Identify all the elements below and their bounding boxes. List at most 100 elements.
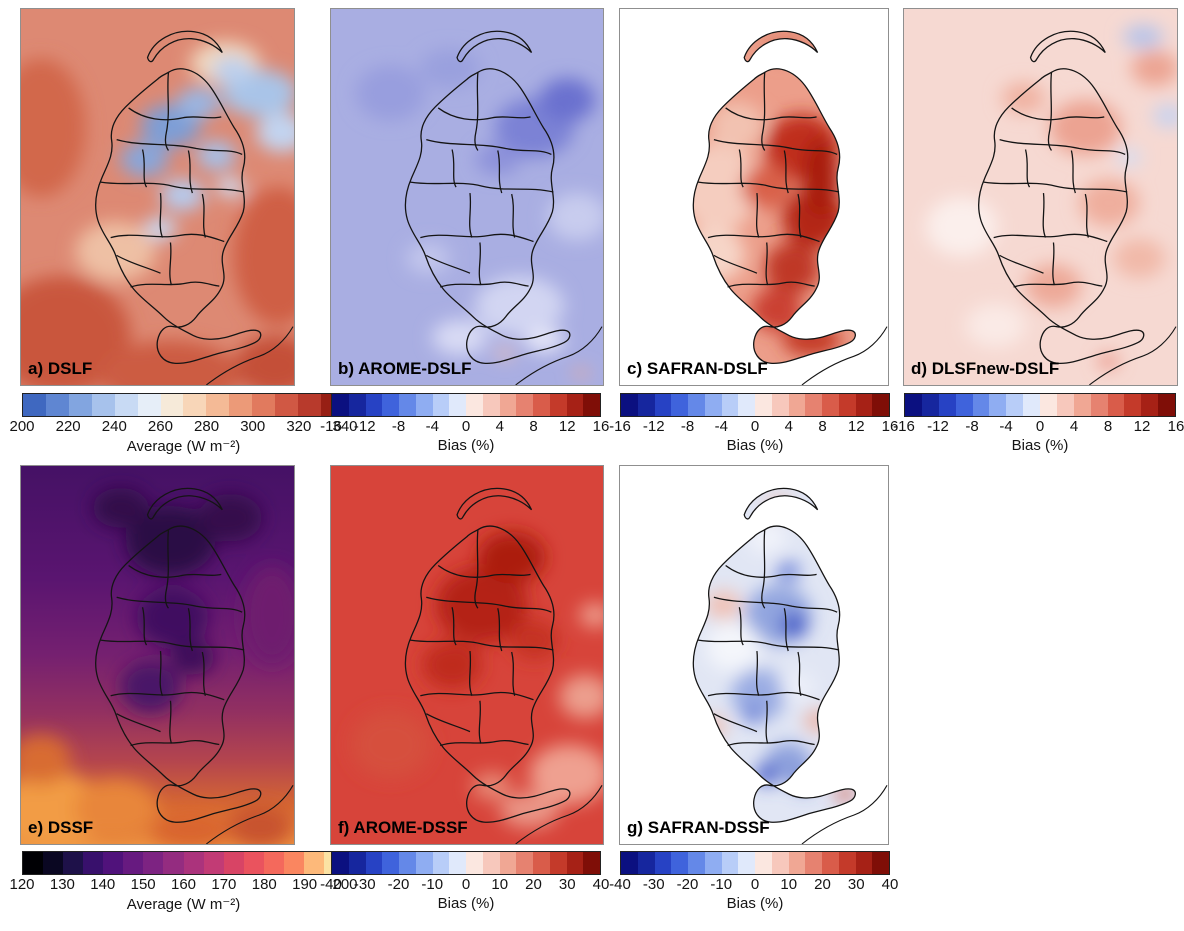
map-graphic-c	[620, 9, 888, 385]
map-panel-g: g) SAFRAN-DSSF	[619, 465, 889, 845]
panel-label-c: c) SAFRAN-DSLF	[627, 359, 768, 378]
tick-label: -12	[927, 418, 949, 435]
tick-label: 0	[461, 418, 471, 435]
colorbar-b	[331, 393, 601, 417]
tick-label: 140	[90, 876, 116, 893]
tick-label: 40	[881, 876, 899, 893]
map-panel-a: a) DSLF	[20, 8, 295, 386]
map-graphic-f	[331, 466, 603, 844]
tick-label: 10	[491, 876, 509, 893]
panel-label-b: b) AROME-DSLF	[338, 359, 472, 378]
map-panel-d: d) DLSFnew-DSLF	[903, 8, 1178, 386]
tick-label: 8	[529, 418, 538, 435]
tick-label: -8	[965, 418, 979, 435]
colorbar-axis-label-e: Average (W m⁻²)	[126, 896, 241, 913]
tick-label: -40	[609, 876, 631, 893]
colorbar-axis-label-a: Average (W m⁻²)	[126, 438, 241, 455]
tick-label: 0	[750, 876, 760, 893]
tick-label: 120	[9, 876, 35, 893]
tick-label: -16	[609, 418, 631, 435]
tick-label: 16	[881, 418, 899, 435]
tick-label: 280	[194, 418, 220, 435]
map-graphic-g	[620, 466, 888, 844]
tick-label: -16	[320, 418, 342, 435]
colorbar-ticks-b: -16 -12 -8 -4 0 4 8 12 16	[320, 418, 609, 437]
tick-label: -12	[353, 418, 376, 435]
map-panel-b: b) AROME-DSLF	[330, 8, 604, 386]
tick-label: 12	[847, 418, 865, 435]
colorbar-d	[904, 393, 1176, 417]
tick-label: 220	[55, 418, 81, 435]
tick-label: -16	[893, 418, 915, 435]
tick-label: 16	[592, 418, 610, 435]
colorbar-c	[620, 393, 890, 417]
map-graphic-d	[904, 9, 1177, 385]
tick-label: 170	[211, 876, 237, 893]
tick-label: 4	[1069, 418, 1079, 435]
colorbar-block-g: -40 -30 -20 -10 0 10 20 30 40 Bias (%)	[609, 851, 898, 912]
tick-label: -20	[676, 876, 699, 893]
colorbar-axis-label-g: Bias (%)	[726, 895, 784, 912]
tick-label: -30	[353, 876, 376, 893]
colorbar-g	[620, 851, 890, 875]
map-graphic-a	[21, 9, 294, 385]
colorbar-axis-label-f: Bias (%)	[437, 895, 495, 912]
tick-label: 130	[49, 876, 75, 893]
tick-label: 30	[558, 876, 576, 893]
tick-label: -20	[387, 876, 410, 893]
tick-label: -10	[421, 876, 444, 893]
panel-label-f: f) AROME-DSSF	[338, 818, 468, 837]
tick-label: 300	[240, 418, 266, 435]
tick-label: 8	[1103, 418, 1113, 435]
colorbar-e	[22, 851, 345, 875]
tick-label: 0	[461, 876, 471, 893]
colorbar-ticks-a: 200 220 240 260 280 300 320 340	[9, 418, 357, 437]
tick-label: 150	[130, 876, 156, 893]
colorbar-block-f: -40 -30 -20 -10 0 10 20 30 40 Bias (%)	[320, 851, 609, 912]
tick-label: -10	[710, 876, 733, 893]
tick-label: -12	[642, 418, 665, 435]
panel-label-g: g) SAFRAN-DSSF	[627, 818, 770, 837]
colorbar-ticks-g: -40 -30 -20 -10 0 10 20 30 40	[609, 876, 898, 895]
tick-label: 12	[1133, 418, 1151, 435]
colorbar-axis-label-b: Bias (%)	[437, 437, 495, 454]
tick-label: -4	[714, 418, 728, 435]
tick-label: 160	[170, 876, 197, 893]
colorbar-ticks-c: -16 -12 -8 -4 0 4 8 12 16	[609, 418, 898, 437]
colorbar-block-d: -16 -12 -8 -4 0 4 8 12 16 Bias (%)	[893, 393, 1184, 454]
tick-label: -40	[320, 876, 342, 893]
tick-label: 10	[780, 876, 798, 893]
tick-label: 0	[1035, 418, 1045, 435]
tick-label: 20	[814, 876, 831, 893]
tick-label: 190	[292, 876, 318, 893]
tick-label: 16	[1167, 418, 1184, 435]
tick-label: 8	[818, 418, 827, 435]
map-panel-c: c) SAFRAN-DSLF	[619, 8, 889, 386]
map-panel-f: f) AROME-DSSF	[330, 465, 604, 845]
tick-label: 180	[251, 876, 277, 893]
tick-label: 0	[750, 418, 760, 435]
tick-label: -4	[999, 418, 1013, 435]
colorbar-block-e: 120 130 140 150 160 170 180 190 200 Average (W m…	[9, 851, 358, 913]
tick-label: -4	[425, 418, 439, 435]
panel-label-d: d) DLSFnew-DSLF	[911, 359, 1060, 378]
colorbar-ticks-e: 120 130 140 150 160 170 180 190 200	[9, 876, 357, 895]
tick-label: 340	[332, 418, 358, 435]
tick-label: 200	[9, 418, 35, 435]
tick-label: 40	[592, 876, 610, 893]
colorbar-axis-label-d: Bias (%)	[1011, 437, 1069, 454]
panel-label-e: e) DSSF	[28, 818, 94, 837]
colorbar-block-b: -16 -12 -8 -4 0 4 8 12 16 Bias (%)	[320, 393, 609, 454]
colorbar-ticks-f: -40 -30 -20 -10 0 10 20 30 40	[320, 876, 609, 895]
colorbar-ticks-d: -16 -12 -8 -4 0 4 8 12 16	[893, 418, 1184, 437]
map-graphic-e	[21, 466, 294, 844]
colorbar-block-c: -16 -12 -8 -4 0 4 8 12 16 Bias (%)	[609, 393, 898, 454]
map-graphic-b	[331, 9, 603, 385]
panel-label-a: a) DSLF	[28, 359, 93, 378]
colorbar-axis-label-c: Bias (%)	[726, 437, 784, 454]
tick-label: 200	[332, 876, 358, 893]
colorbar-a	[22, 393, 345, 417]
tick-label: 260	[147, 418, 173, 435]
map-panel-e: e) DSSF	[20, 465, 295, 845]
